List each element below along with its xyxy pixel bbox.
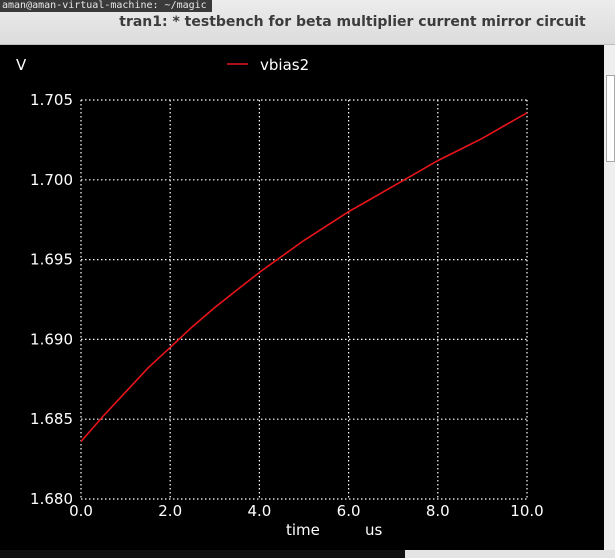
x-axis-unit: us [365,521,383,539]
plot-canvas[interactable]: 0.0 2.0 4.0 6.0 8.0 10.0 1.705 1.700 1.695 1.690 1… [4,45,604,550]
x-tick-label: 0.0 [69,502,93,520]
plot-background [4,45,604,550]
bottom-dark-strip [0,550,405,558]
y-tick-label: 1.700 [30,171,73,189]
y-tick-label: 1.705 [30,91,73,109]
legend-label-vbias2: vbias2 [260,56,309,74]
window-titlebar[interactable]: aman@aman-virtual-machine: ~/magic tran1… [0,0,615,45]
x-tick-label: 2.0 [158,502,182,520]
x-axis-label: time [286,521,320,539]
grid-layer [80,99,528,500]
y-tick-label: 1.680 [30,490,73,508]
scroll-handle[interactable] [606,75,615,162]
window-title: tran1: * testbench for beta multiplier c… [119,14,586,30]
plot-window[interactable]: 0.0 2.0 4.0 6.0 8.0 10.0 1.705 1.700 1.695 1.690 1… [4,45,604,550]
tick-label-layer: 0.0 2.0 4.0 6.0 8.0 10.0 1.705 1.700 1.695 1.690 1… [30,91,544,520]
y-tick-label: 1.695 [30,251,73,269]
legend: vbias2 [227,56,309,74]
y-tick-label: 1.685 [30,410,73,428]
series-line-vbias2 [80,112,528,443]
x-tick-label: 8.0 [426,502,450,520]
y-tick-label: 1.690 [30,330,73,348]
bottom-strip [0,550,615,558]
trace-layer [80,112,528,443]
y-axis-label: V [16,56,27,74]
side-scroll-panel[interactable] [604,45,615,550]
x-tick-label: 10.0 [510,502,543,520]
background-terminal-tab[interactable]: aman@aman-virtual-machine: ~/magic [0,0,212,12]
x-tick-label: 6.0 [337,502,361,520]
x-tick-label: 4.0 [247,502,271,520]
